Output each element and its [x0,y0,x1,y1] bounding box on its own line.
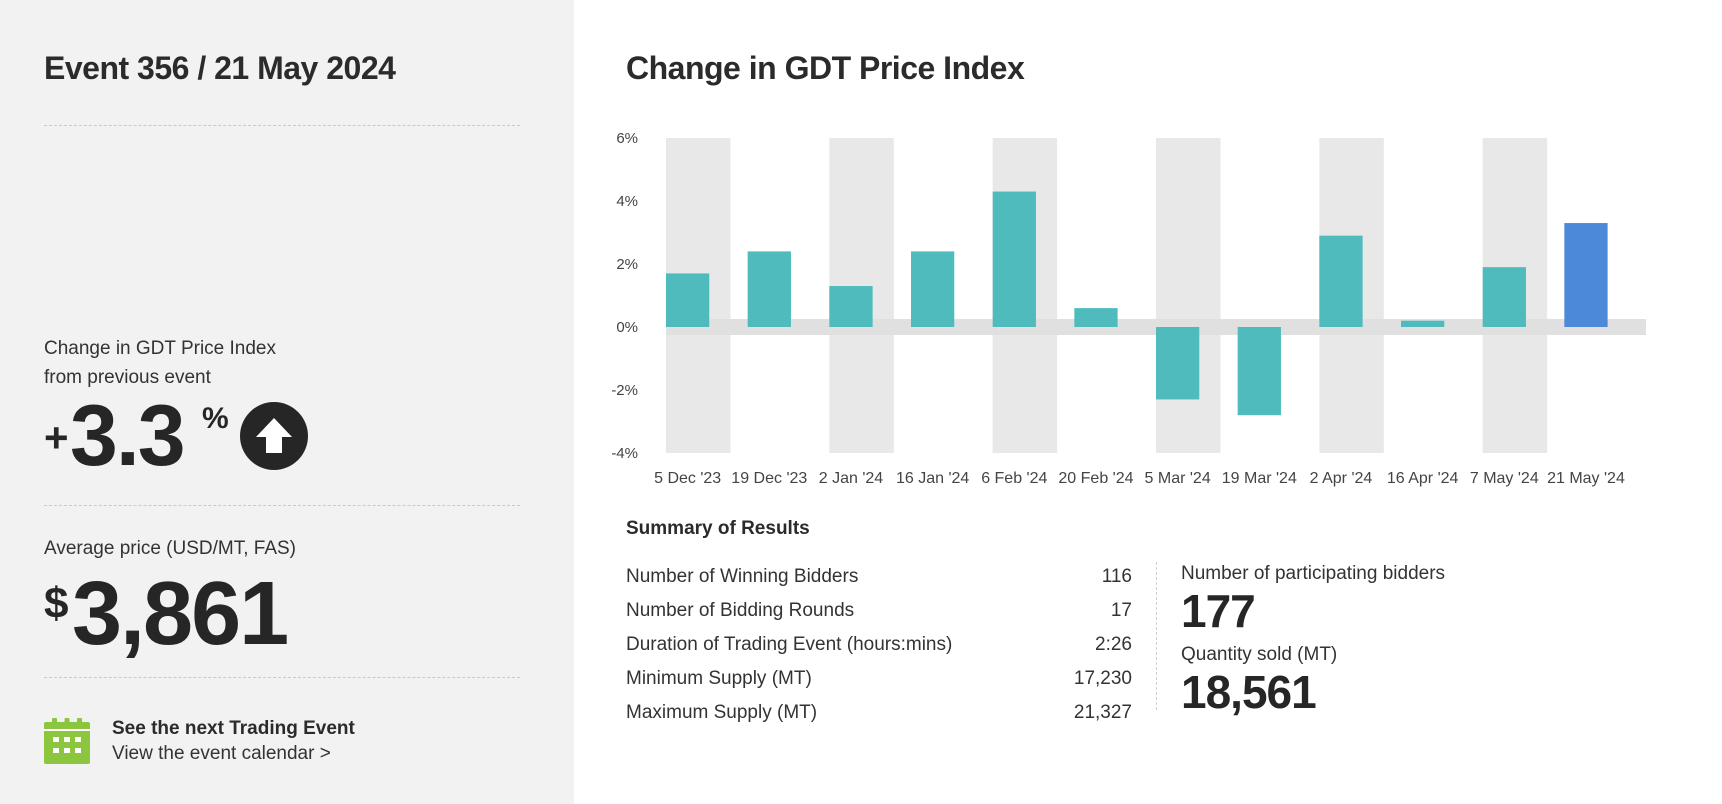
next-event-link[interactable]: See the next Trading Event View the even… [44,716,444,768]
summary-title: Summary of Results [626,518,810,539]
row-label: Minimum Supply (MT) [626,668,812,689]
x-tick-label: 5 Mar '24 [1145,470,1211,487]
bar [1319,235,1363,327]
x-tick-label: 20 Feb '24 [1058,470,1133,487]
row-value: 21,327 [1073,702,1132,723]
change-index-label: Change in GDT Price Index from previous … [44,334,344,392]
quantity-sold-value: 18,561 [1181,666,1317,718]
quantity-sold-stat: Quantity sold (MT) 18,561 [1181,644,1337,718]
event-summary-panel: Event 356 / 21 May 2024 Change in GDT Pr… [0,0,574,804]
event-title: Event 356 / 21 May 2024 [44,50,396,86]
table-row: Maximum Supply (MT) 21,327 [626,696,1132,730]
change-sign: + [44,414,69,461]
change-unit: % [202,402,229,435]
y-tick-label: 2% [616,256,638,273]
divider [44,505,520,506]
bar [829,286,873,327]
participating-bidders-label: Number of participating bidders [1181,563,1446,584]
x-tick-label: 2 Apr '24 [1310,470,1373,487]
participating-bidders-value: 177 [1181,585,1256,637]
change-index-value: + 3.3 % [44,388,344,484]
change-index-label-line2: from previous event [44,367,211,388]
average-price-value: $ 3,861 [44,564,444,664]
row-value: 2:26 [1095,634,1132,655]
x-tick-label: 21 May '24 [1547,470,1625,487]
row-value: 17 [1110,600,1132,621]
y-tick-label: 0% [616,319,638,336]
bar [992,191,1036,327]
event-calendar-link[interactable]: View the event calendar > [112,743,331,764]
chart-title: Change in GDT Price Index [626,50,1025,86]
participating-bidders-stat: Number of participating bidders 177 [1181,563,1445,637]
bar [1482,267,1526,327]
x-tick-label: 19 Dec '23 [731,470,807,487]
calendar-icon [44,718,90,769]
x-tick-label: 16 Apr '24 [1387,470,1459,487]
table-row: Duration of Trading Event (hours:mins) 2… [626,628,1132,662]
bar [1401,320,1445,327]
x-tick-label: 19 Mar '24 [1222,470,1297,487]
row-value: 116 [1101,566,1132,587]
currency-symbol: $ [44,579,69,628]
y-tick-label: 6% [616,130,638,147]
bar [911,251,955,327]
average-price-number: 3,861 [72,564,289,664]
x-tick-label: 7 May '24 [1470,470,1539,487]
row-label: Number of Bidding Rounds [626,600,855,621]
bar [1237,327,1281,416]
vertical-divider [1156,562,1157,710]
row-label: Duration of Trading Event (hours:mins) [626,634,953,655]
x-tick-label: 6 Feb '24 [981,470,1047,487]
divider [44,677,520,678]
divider [44,125,520,126]
quantity-sold-label: Quantity sold (MT) [1181,644,1338,665]
x-tick-label: 16 Jan '24 [896,470,969,487]
chart-band [1156,138,1221,453]
y-tick-label: -2% [611,382,638,399]
change-index-label-line1: Change in GDT Price Index [44,338,276,359]
table-row: Number of Winning Bidders 116 [626,560,1132,594]
bar [666,273,710,327]
row-label: Maximum Supply (MT) [626,702,818,723]
row-label: Number of Winning Bidders [626,566,859,587]
table-row: Number of Bidding Rounds 17 [626,594,1132,628]
arrow-up-circle-icon [240,402,308,470]
next-event-title: See the next Trading Event [112,718,355,739]
price-index-bar-chart: -4% -2% 0% 2% 4% 6% 5 Dec '23 19 Dec '23 2 Jan '… [611,130,1646,487]
x-tick-label: 5 Dec '23 [654,470,721,487]
bar [1156,327,1200,400]
y-tick-label: -4% [611,445,638,462]
change-number: 3.3 [70,388,186,484]
x-tick-label: 2 Jan '24 [819,470,884,487]
summary-table: Number of Winning Bidders 116 Number of … [626,560,1132,730]
bar [1564,223,1608,327]
y-tick-label: 4% [616,193,638,210]
row-value: 17,230 [1073,668,1132,689]
bar [747,251,791,327]
table-row: Minimum Supply (MT) 17,230 [626,662,1132,696]
bar [1074,308,1118,327]
average-price-label: Average price (USD/MT, FAS) [44,538,297,559]
